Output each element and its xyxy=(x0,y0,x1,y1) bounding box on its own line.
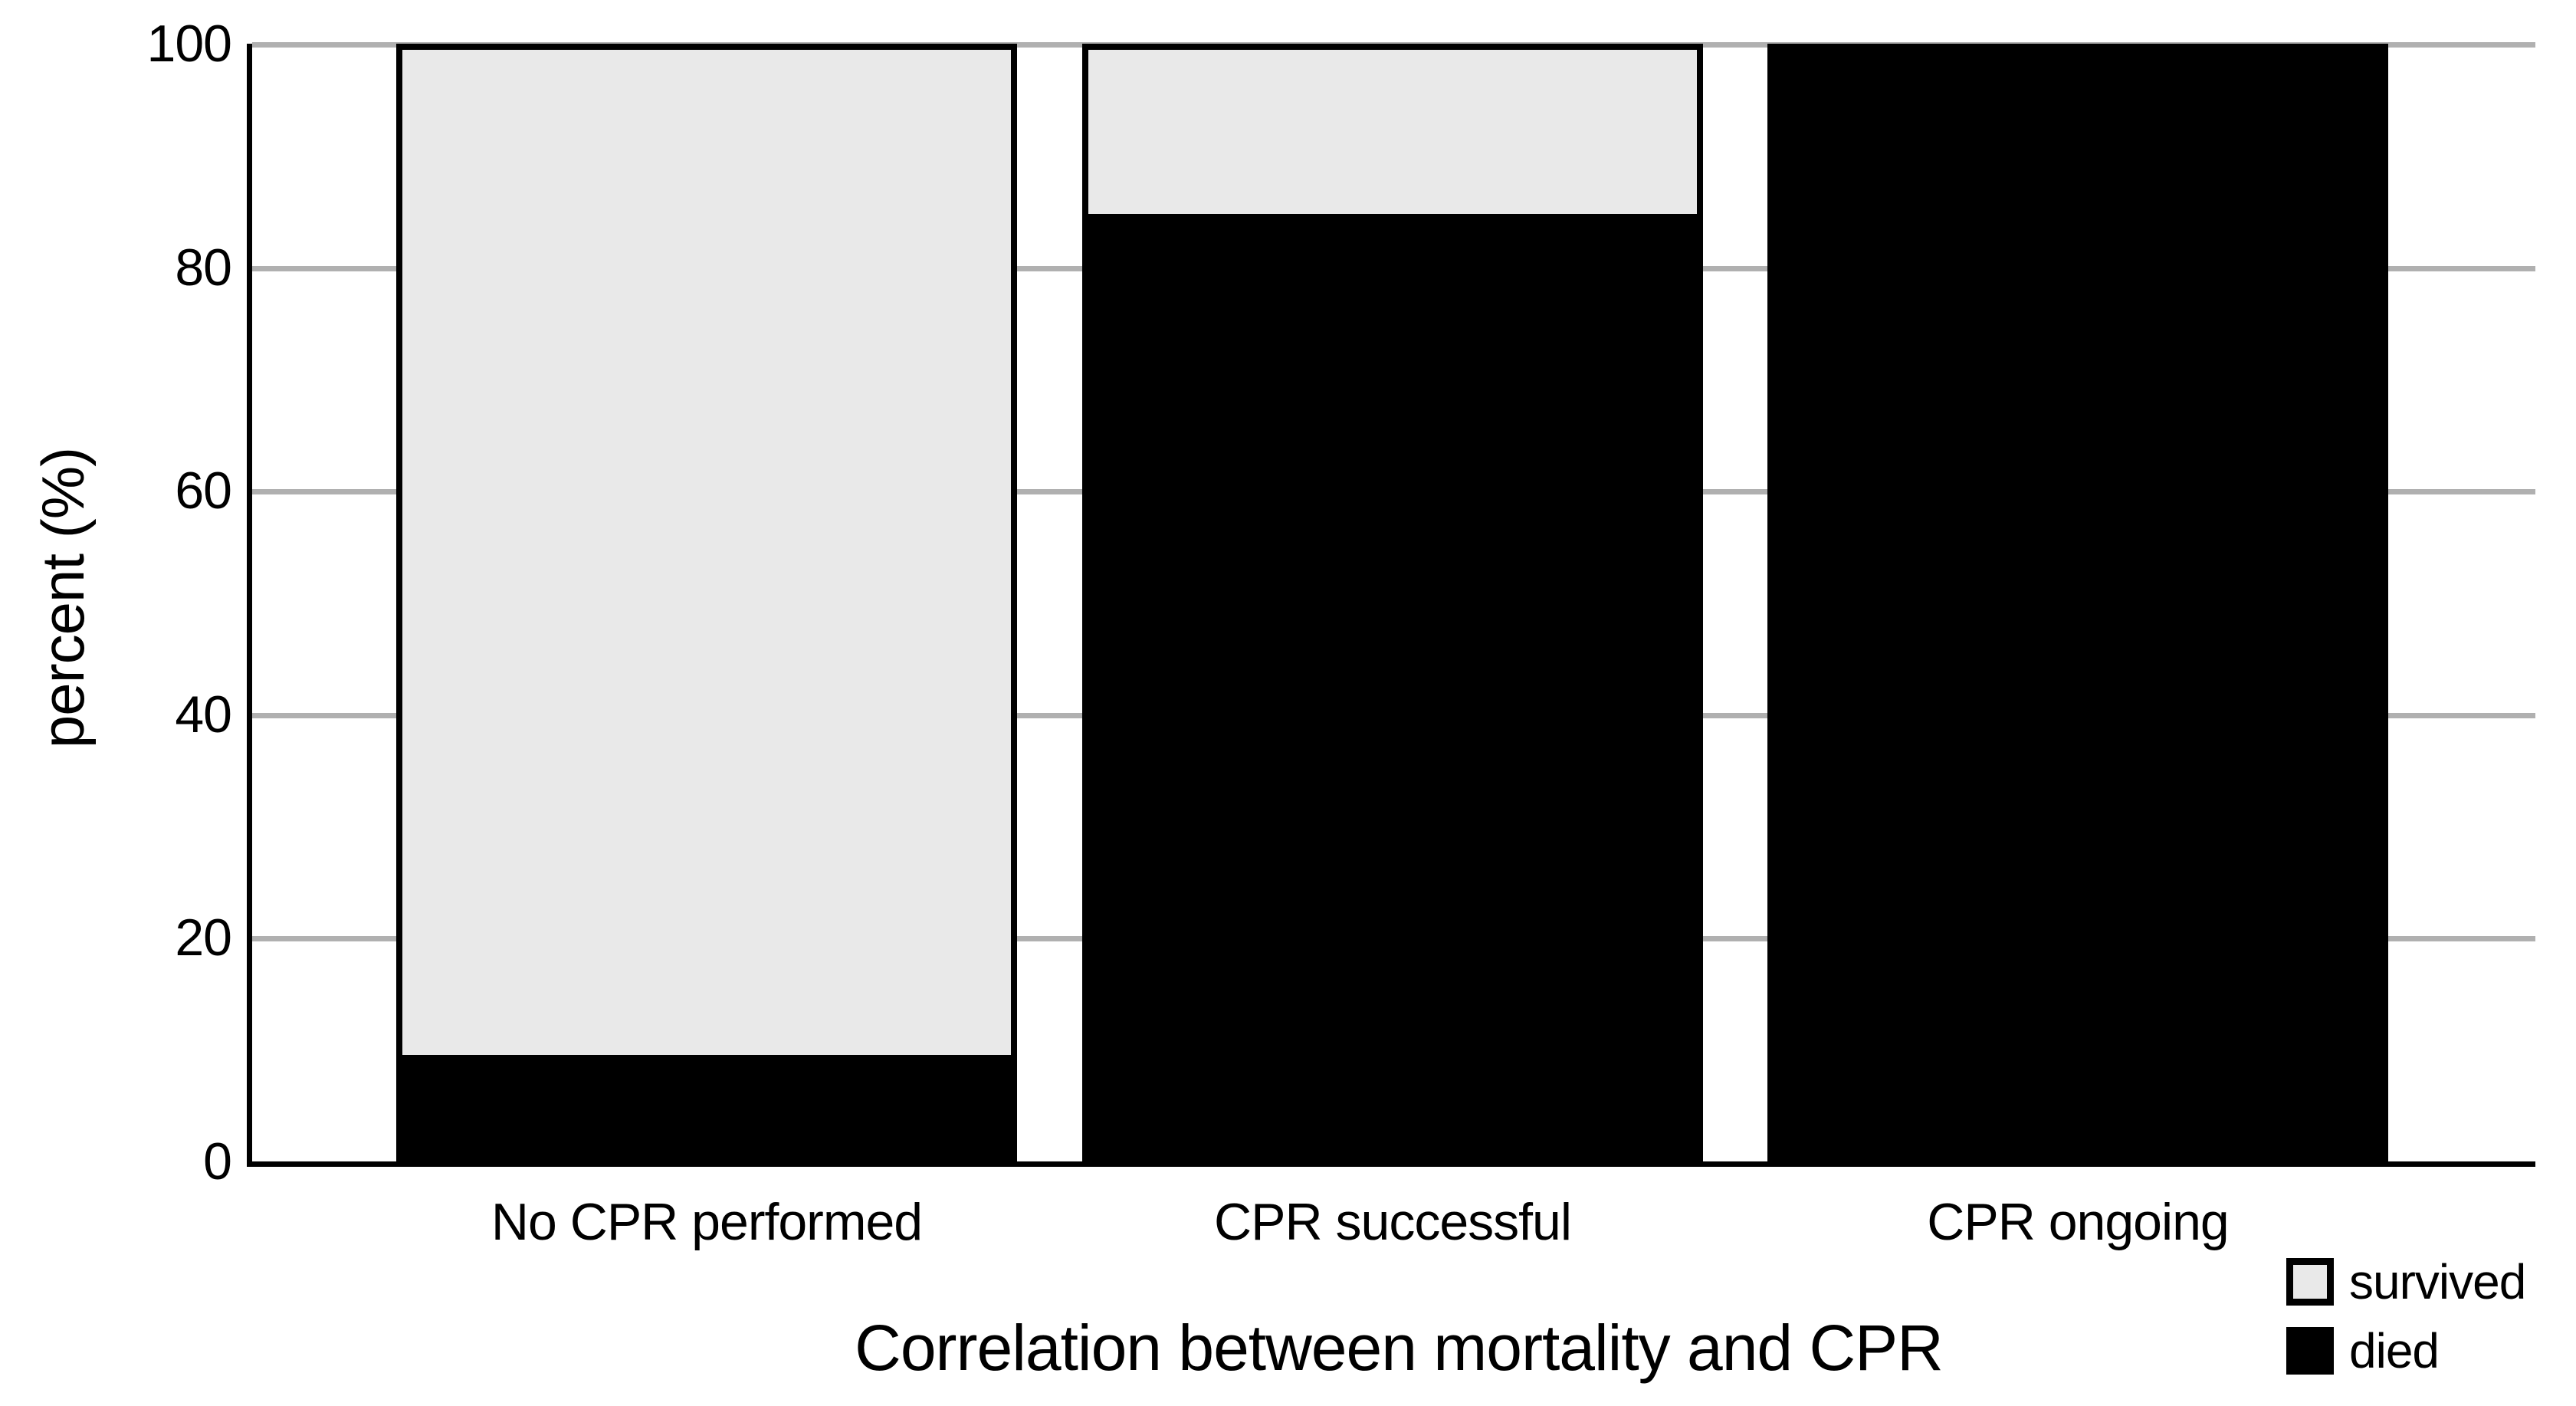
legend-label-died: died xyxy=(2349,1323,2440,1378)
y-tick-label-40: 40 xyxy=(175,685,232,744)
bar-no-cpr-performed xyxy=(396,44,1017,1161)
category-label-1: No CPR performed xyxy=(491,1193,923,1251)
category-label-2: CPR successful xyxy=(1214,1193,1572,1251)
segment-survived xyxy=(1082,44,1703,221)
category-label-3: CPR ongoing xyxy=(1927,1193,2229,1251)
legend-row-died: died xyxy=(2286,1326,2525,1375)
legend-label-survived: survived xyxy=(2349,1254,2526,1309)
segment-died xyxy=(396,1060,1017,1161)
bar-cpr-ongoing xyxy=(1767,44,2388,1161)
legend: survived died xyxy=(2286,1254,2526,1395)
y-tick-label-0: 0 xyxy=(203,1132,232,1191)
bar-cpr-successful xyxy=(1082,44,1703,1161)
legend-swatch-survived-icon xyxy=(2286,1258,2334,1306)
legend-row-survived: survived xyxy=(2286,1254,2526,1309)
segment-survived xyxy=(396,44,1017,1061)
y-tick-label-100: 100 xyxy=(146,15,232,73)
segment-died xyxy=(1082,220,1703,1161)
x-axis-title: Correlation between mortality and CPR xyxy=(855,1312,1944,1384)
legend-swatch-died-icon xyxy=(2286,1327,2334,1375)
y-axis-line xyxy=(247,44,252,1167)
x-axis-line xyxy=(247,1161,2535,1167)
y-tick-label-60: 60 xyxy=(175,462,232,521)
y-tick-label-20: 20 xyxy=(175,908,232,967)
segment-died xyxy=(1767,44,2388,1161)
y-tick-label-80: 80 xyxy=(175,238,232,297)
